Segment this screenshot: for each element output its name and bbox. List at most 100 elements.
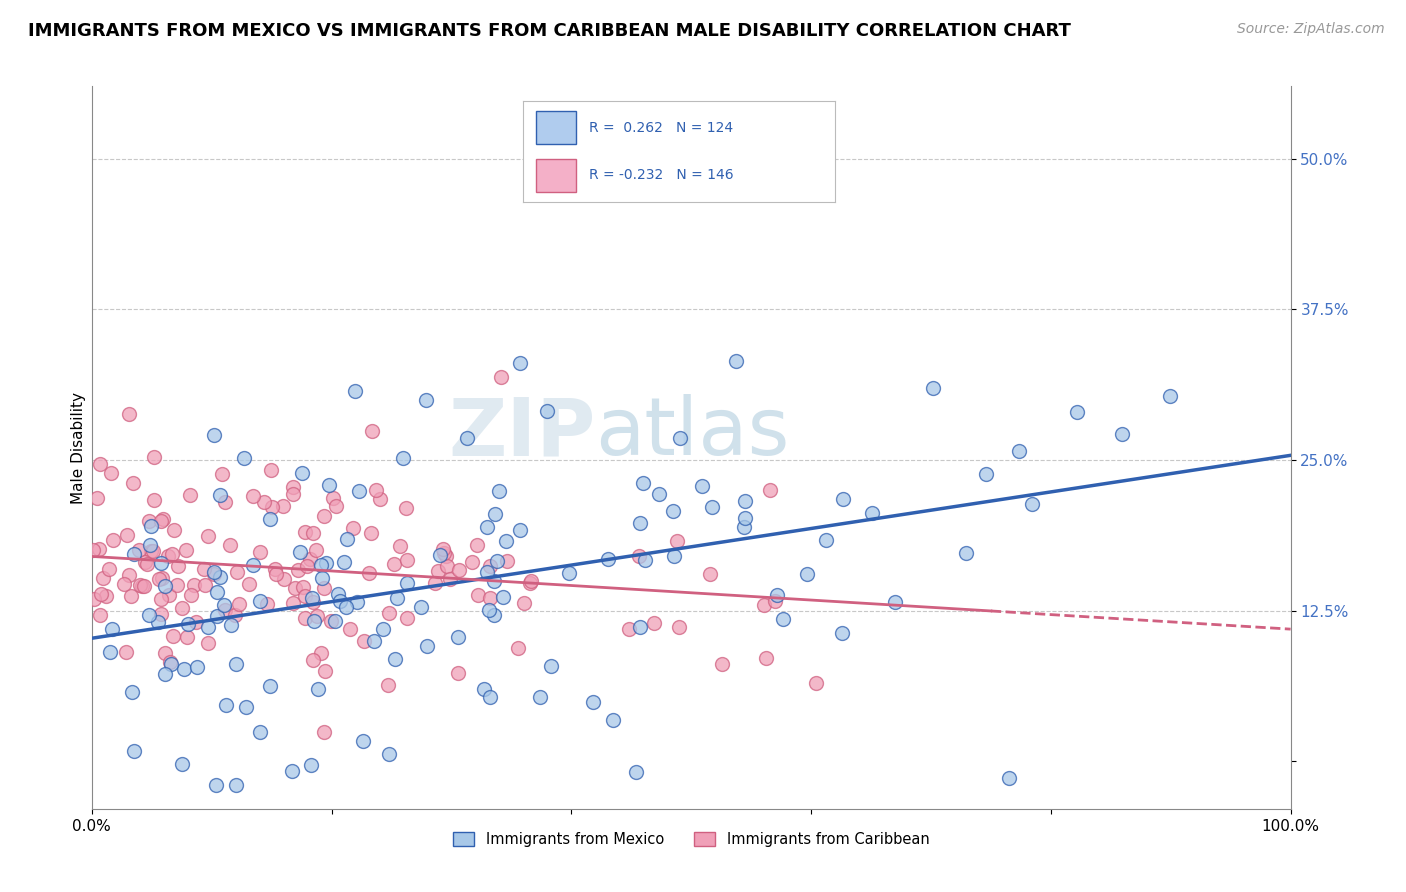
Point (148, 615, 170, 630)
Point (301, 591, 323, 605)
Point (172, 600, 194, 615)
Point (166, 577, 188, 591)
Point (141, 519, 163, 533)
Point (344, 384, 367, 398)
Point (669, 431, 692, 445)
Point (271, 500, 294, 514)
Point (668, 620, 690, 634)
Point (260, 463, 283, 477)
Point (215, 698, 238, 713)
Point (149, 514, 172, 528)
Point (363, 634, 385, 648)
Point (150, 571, 173, 585)
Point (153, 579, 176, 593)
Point (238, 577, 260, 591)
Point (314, 582, 336, 596)
Point (336, 532, 359, 546)
Point (596, 552, 619, 566)
Point (557, 566, 579, 580)
Point (661, 504, 683, 518)
Point (150, 607, 173, 621)
Point (302, 526, 325, 541)
Point (228, 597, 250, 611)
Point (202, 566, 225, 581)
Point (242, 489, 264, 503)
Point (128, 542, 150, 557)
Point (259, 512, 281, 526)
Point (83, 592, 105, 607)
Point (529, 690, 551, 705)
Point (155, 646, 177, 660)
Point (617, 622, 640, 636)
Point (193, 562, 215, 576)
Point (631, 475, 654, 490)
Point (291, 580, 314, 594)
Point (439, 572, 461, 586)
Point (725, 353, 748, 368)
Point (389, 539, 412, 553)
Point (295, 558, 318, 573)
Point (318, 477, 340, 491)
Point (221, 618, 243, 632)
Point (309, 646, 332, 660)
Text: ZIP: ZIP (449, 394, 595, 473)
Point (132, 579, 155, 593)
Point (82, 542, 104, 557)
Point (101, 622, 124, 636)
Point (662, 549, 685, 563)
Point (384, 652, 406, 666)
Point (143, 450, 166, 464)
Point (249, 725, 271, 739)
Point (294, 590, 316, 604)
Point (325, 500, 347, 514)
Point (141, 543, 163, 558)
Point (364, 483, 387, 497)
Point (479, 591, 502, 605)
Point (628, 620, 651, 634)
Point (763, 593, 786, 607)
Point (465, 538, 488, 552)
Point (315, 556, 337, 570)
Point (281, 764, 304, 778)
Point (149, 556, 172, 570)
Point (628, 516, 651, 530)
Point (263, 562, 285, 576)
Point (86, 491, 108, 506)
Point (479, 558, 502, 573)
Point (157, 549, 180, 564)
Point (160, 657, 183, 672)
Point (253, 494, 276, 508)
Point (395, 611, 418, 625)
Point (179, 488, 201, 502)
Point (152, 511, 174, 525)
Point (207, 584, 229, 599)
Point (1066, 404, 1088, 418)
Point (1159, 389, 1181, 403)
Point (754, 598, 776, 612)
Point (370, 492, 392, 507)
Point (294, 611, 316, 625)
Point (273, 572, 295, 586)
Point (194, 578, 217, 592)
Point (139, 538, 162, 552)
Point (179, 588, 201, 602)
Point (377, 678, 399, 692)
Point (121, 684, 143, 698)
Point (884, 595, 907, 609)
Point (734, 511, 756, 525)
Point (643, 615, 665, 630)
Point (488, 483, 510, 498)
Point (226, 565, 249, 579)
Point (755, 651, 778, 665)
Point (347, 483, 370, 498)
Point (690, 479, 713, 493)
Point (135, 558, 157, 572)
Point (333, 555, 356, 569)
Point (305, 543, 328, 558)
Point (342, 521, 364, 535)
Point (259, 679, 281, 693)
Point (89, 457, 111, 471)
Point (90, 586, 112, 600)
Point (484, 574, 506, 589)
Point (806, 676, 828, 690)
